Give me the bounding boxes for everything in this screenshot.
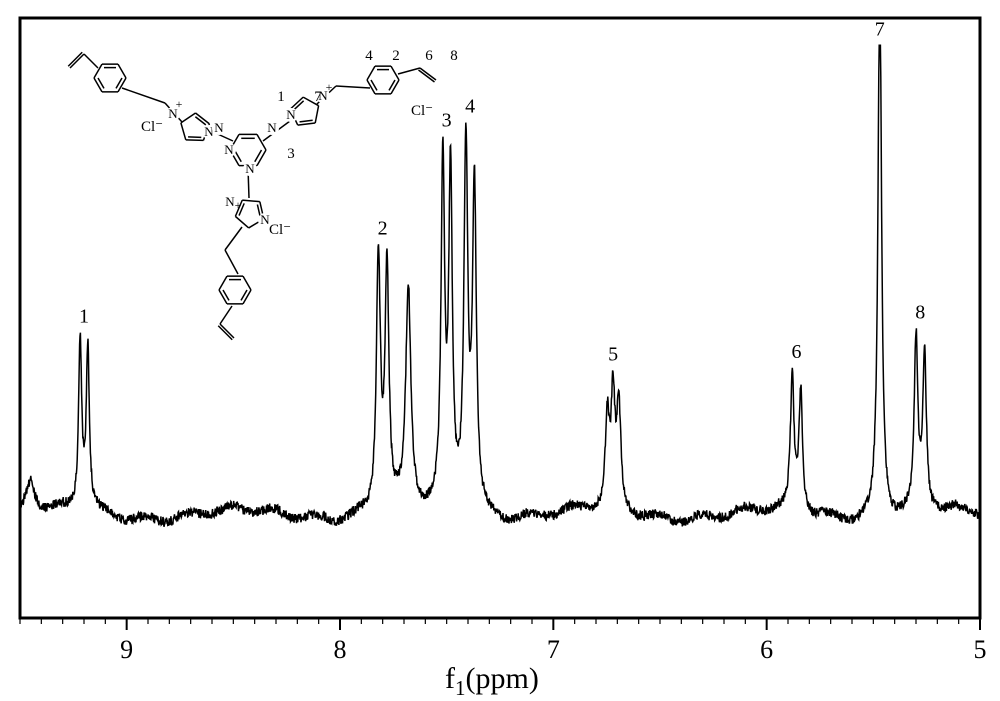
svg-text:Cl⁻: Cl⁻	[411, 103, 433, 119]
svg-text:5: 5	[974, 635, 987, 664]
svg-text:6: 6	[792, 341, 802, 363]
svg-text:N: N	[214, 120, 224, 135]
svg-text:8: 8	[334, 635, 347, 664]
x-axis-label: f1(ppm)	[445, 662, 539, 701]
svg-text:7: 7	[547, 635, 560, 664]
svg-text:7: 7	[314, 89, 322, 105]
svg-text:8: 8	[915, 301, 925, 323]
svg-text:Cl⁻: Cl⁻	[269, 222, 291, 238]
molecular-structure: NNNNNNNNNN+++4268173Cl⁻Cl⁻Cl⁻	[20, 18, 520, 358]
svg-text:6: 6	[760, 635, 773, 664]
svg-text:6: 6	[425, 48, 433, 64]
svg-text:7: 7	[875, 18, 885, 40]
svg-text:+: +	[326, 80, 333, 94]
svg-text:1: 1	[277, 89, 285, 105]
svg-text:3: 3	[287, 146, 295, 162]
svg-text:5: 5	[608, 343, 618, 365]
svg-text:N: N	[224, 142, 234, 157]
svg-text:Cl⁻: Cl⁻	[141, 119, 163, 135]
svg-text:8: 8	[450, 48, 458, 64]
svg-text:+: +	[235, 198, 242, 212]
svg-text:+: +	[176, 97, 183, 111]
svg-text:N: N	[286, 107, 296, 122]
nmr-spectrum-figure: 9876512345678 NNNNNNNNNN+++4268173Cl⁻Cl⁻…	[0, 0, 1000, 678]
svg-text:4: 4	[365, 48, 373, 64]
svg-text:N: N	[245, 161, 255, 176]
svg-text:2: 2	[392, 48, 400, 64]
svg-text:N: N	[267, 120, 277, 135]
svg-text:9: 9	[120, 635, 133, 664]
